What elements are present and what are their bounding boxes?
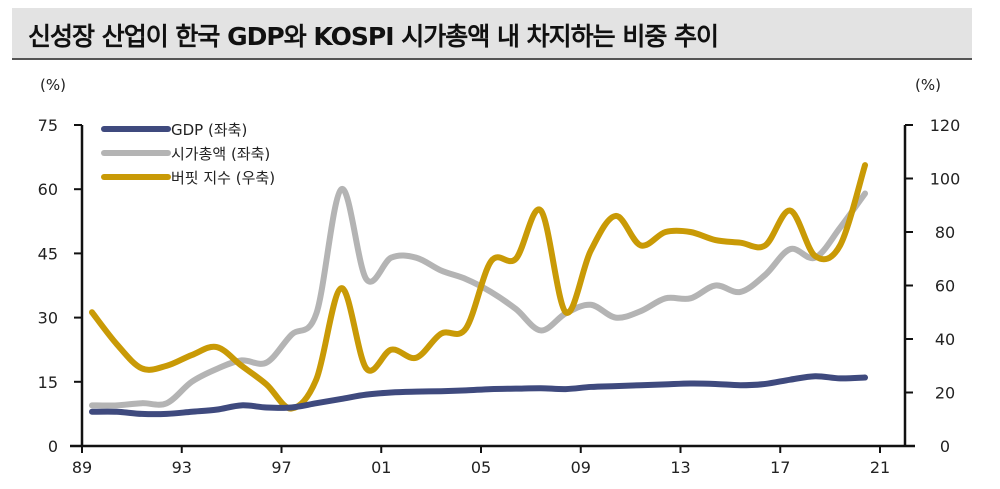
left-y-tick-label: 30 (38, 309, 58, 328)
x-tick-label: 93 (172, 458, 192, 477)
left-y-tick-label: 60 (38, 180, 58, 199)
right-y-tick-label: 0 (940, 437, 950, 456)
legend-label: 시가총액 (좌축) (171, 145, 270, 163)
x-tick-label: 17 (770, 458, 790, 477)
x-tick-label: 21 (870, 458, 890, 477)
legend-label: 버핏 지수 (우축) (171, 169, 275, 187)
title-bar: 신성장 산업이 한국 GDP와 KOSPI 시가총액 내 차지하는 비중 추이 (12, 8, 972, 60)
right-unit-label: (%) (915, 76, 941, 94)
series-line-2 (88, 162, 869, 412)
left-y-tick-label: 15 (38, 373, 58, 392)
legend-label: GDP (좌축) (171, 121, 247, 139)
x-tick-label: 01 (371, 458, 391, 477)
right-y-tick-label: 80 (935, 223, 955, 242)
x-tick-label: 05 (471, 458, 491, 477)
right-y-tick-label: 100 (930, 170, 961, 189)
left-y-tick-label: 75 (38, 116, 58, 135)
left-y-tick-label: 0 (48, 437, 58, 456)
left-unit-label: (%) (40, 76, 66, 94)
right-y-tick-label: 40 (935, 330, 955, 349)
right-y-tick-label: 60 (935, 277, 955, 296)
right-y-tick-label: 120 (930, 116, 961, 135)
left-y-tick-label: 45 (38, 244, 58, 263)
chart-title: 신성장 산업이 한국 GDP와 KOSPI 시가총액 내 차지하는 비중 추이 (28, 22, 719, 51)
series-line-1 (88, 186, 869, 409)
x-tick-label: 97 (271, 458, 291, 477)
right-y-tick-label: 20 (935, 384, 955, 403)
x-tick-label: 89 (72, 458, 92, 477)
x-tick-label: 09 (571, 458, 591, 477)
x-tick-label: 13 (670, 458, 690, 477)
series-line-0 (88, 373, 869, 418)
